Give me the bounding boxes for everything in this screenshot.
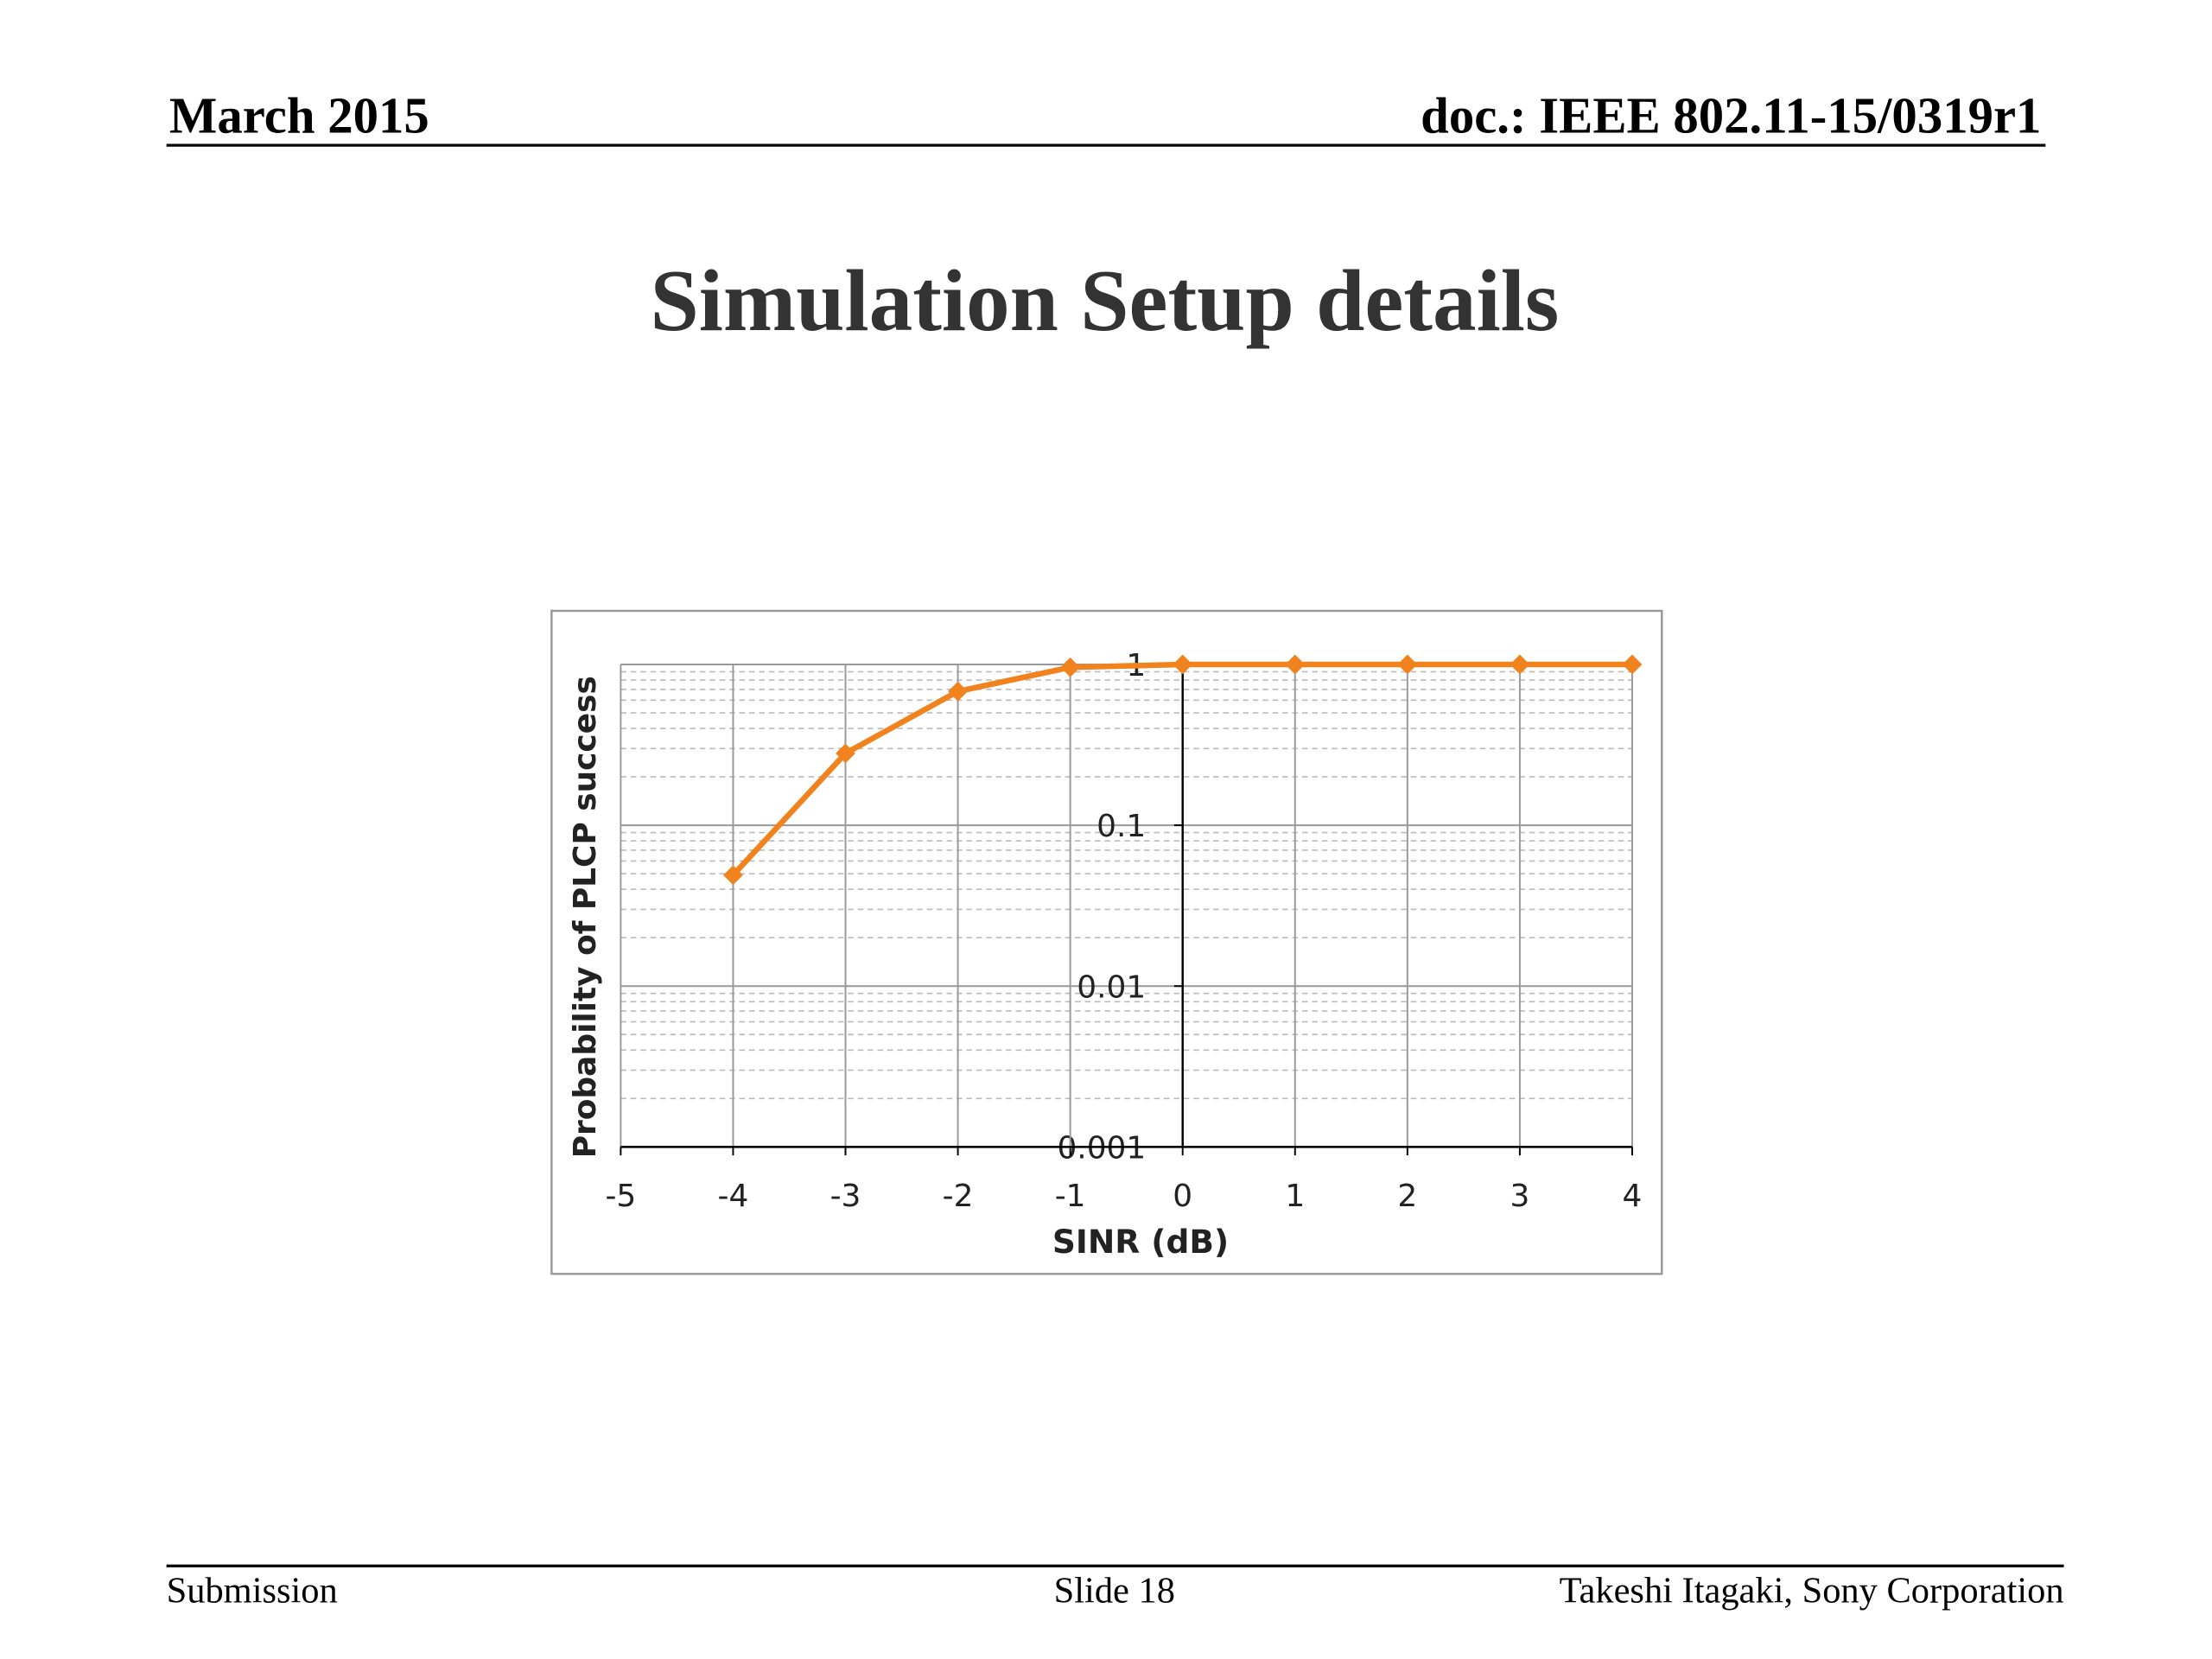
x-tick-label: 1	[1285, 1179, 1305, 1214]
x-tick-label: -2	[943, 1179, 974, 1214]
data-point	[948, 681, 968, 702]
x-tick-label: 0	[1173, 1179, 1192, 1214]
footer-right: Takeshi Itagaki, Sony Corporation	[1560, 1571, 2064, 1611]
x-tick-label: 3	[1510, 1179, 1529, 1214]
x-tick-label: -1	[1055, 1179, 1086, 1214]
x-tick-label: -4	[718, 1179, 749, 1214]
header-doc: doc.: IEEE 802.11-15/0319r1	[1421, 87, 2041, 143]
footer-left: Submission	[167, 1571, 338, 1611]
x-tick-label: 2	[1397, 1179, 1417, 1214]
header-date: March 2015	[169, 87, 429, 143]
x-tick-label: -3	[830, 1179, 861, 1214]
data-point	[1173, 654, 1193, 675]
data-point	[723, 865, 743, 886]
y-tick-label: 0.001	[1057, 1130, 1146, 1166]
y-tick-label: 0.01	[1077, 969, 1146, 1005]
data-point	[1285, 654, 1306, 675]
y-axis-label: Probability of PLCP success	[568, 676, 603, 1158]
x-axis-label: SINR (dB)	[1052, 1223, 1229, 1261]
x-tick-label: 4	[1623, 1179, 1643, 1214]
slide-title: Simulation Setup details	[650, 252, 1559, 349]
footer-center: Slide 18	[1054, 1571, 1175, 1611]
data-point	[1060, 657, 1081, 677]
data-point	[836, 743, 855, 764]
x-tick-label: -5	[605, 1179, 636, 1214]
data-point	[1510, 654, 1530, 675]
chart-frame	[550, 609, 1663, 1275]
data-point	[1622, 654, 1643, 675]
y-tick-label: 0.1	[1096, 809, 1146, 844]
data-point	[1397, 654, 1418, 675]
